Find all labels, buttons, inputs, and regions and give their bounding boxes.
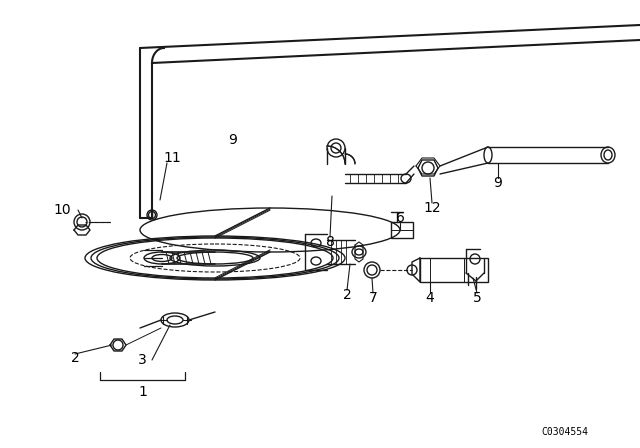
Text: 2: 2 <box>342 288 351 302</box>
Text: 5: 5 <box>472 291 481 305</box>
Text: 4: 4 <box>426 291 435 305</box>
Text: 11: 11 <box>163 151 181 165</box>
Ellipse shape <box>601 147 615 163</box>
Text: 10: 10 <box>53 203 71 217</box>
Text: 9: 9 <box>228 133 237 147</box>
Bar <box>420 258 488 282</box>
Text: 2: 2 <box>70 351 79 365</box>
Text: 3: 3 <box>138 353 147 367</box>
Bar <box>391 222 413 238</box>
Text: 8: 8 <box>326 235 335 249</box>
Text: 1: 1 <box>139 385 147 399</box>
Text: 6: 6 <box>396 211 404 225</box>
Text: 7: 7 <box>369 291 378 305</box>
Text: C0304554: C0304554 <box>541 427 589 437</box>
Text: 12: 12 <box>423 201 441 215</box>
Text: 9: 9 <box>493 176 502 190</box>
